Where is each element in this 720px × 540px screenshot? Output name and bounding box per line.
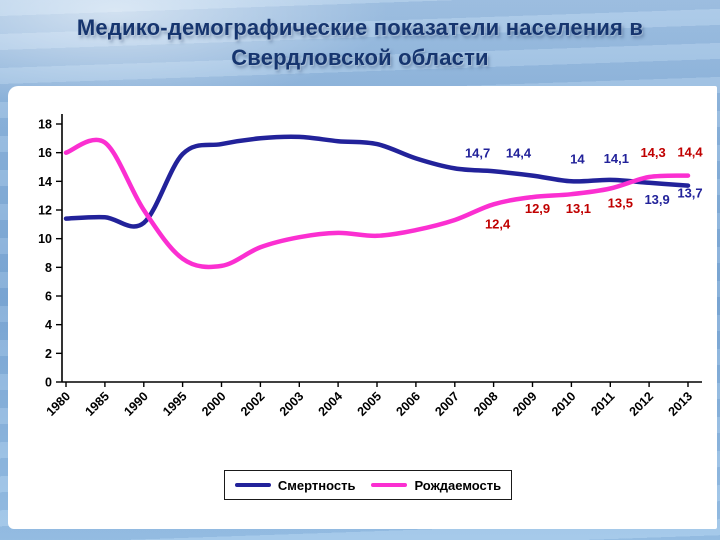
- point-label: 14,1: [604, 151, 629, 166]
- point-label: 12,4: [485, 216, 511, 231]
- x-tick-label: 2003: [277, 389, 307, 419]
- x-tick-label: 1980: [44, 389, 74, 419]
- x-tick-label: 2011: [588, 389, 617, 418]
- y-tick-label: 10: [38, 232, 52, 246]
- x-tick-label: 1990: [121, 389, 151, 419]
- series-line-1: [63, 137, 691, 270]
- slide-title: Медико-демографические показатели населе…: [76, 15, 644, 71]
- point-label: 13,1: [566, 201, 591, 216]
- point-label: 14,4: [677, 145, 703, 160]
- chart-svg: 0 2 4 6 8 10 12 14 16 18 1980 1985 1990 1995 2000 2002 2…: [38, 114, 703, 419]
- legend-label-mortality: Смертность: [277, 477, 356, 493]
- y-tick-label: 6: [45, 290, 52, 304]
- x-tick-label: 2007: [432, 389, 462, 419]
- x-tick-label: 2010: [549, 389, 579, 419]
- legend-item-birthrate: Рождаемость: [371, 478, 501, 493]
- chart-panel: 0 2 4 6 8 10 12 14 16 18 1980 1985 1990 1995 2000 2002 2…: [8, 86, 717, 529]
- x-tick-label: 1985: [82, 389, 112, 419]
- point-label: 14: [570, 151, 585, 166]
- legend-label-birthrate: Рождаемость: [414, 477, 502, 493]
- mortality-line-swatch: [234, 482, 271, 488]
- point-label: 14,3: [640, 145, 665, 160]
- x-tick-label: 2012: [627, 389, 657, 419]
- x-tick-label: 2005: [355, 389, 385, 419]
- point-label: 14,4: [506, 146, 532, 161]
- y-tick-label: 16: [38, 146, 52, 160]
- x-tick-label: 2002: [238, 389, 268, 419]
- y-tick-label: 14: [38, 175, 52, 189]
- x-tick-label: 2004: [316, 389, 346, 419]
- x-tick-label: 1995: [160, 389, 190, 419]
- x-tick-label: 2006: [393, 389, 423, 419]
- x-tick-label: 2008: [471, 389, 501, 419]
- chart-legend: Смертность Рождаемость: [224, 470, 512, 500]
- series-line-0: [63, 134, 691, 229]
- legend-item-mortality: Смертность: [234, 477, 356, 493]
- y-tick-label: 8: [45, 261, 52, 275]
- x-tick-label: 2013: [666, 389, 696, 419]
- y-tick-label: 4: [45, 318, 52, 332]
- y-tick-label: 0: [45, 376, 52, 390]
- point-label: 13,7: [677, 186, 702, 201]
- x-tick-label: 2009: [510, 389, 540, 419]
- point-label: 12,9: [525, 201, 550, 216]
- point-label: 13,5: [608, 196, 633, 211]
- y-tick-label: 18: [38, 118, 52, 132]
- birthrate-line-swatch: [371, 482, 408, 488]
- point-label: 13,9: [644, 192, 669, 207]
- point-label: 14,7: [465, 145, 490, 160]
- y-tick-label: 2: [45, 347, 52, 361]
- x-tick-label: 2000: [199, 389, 229, 419]
- y-tick-label: 12: [38, 204, 52, 218]
